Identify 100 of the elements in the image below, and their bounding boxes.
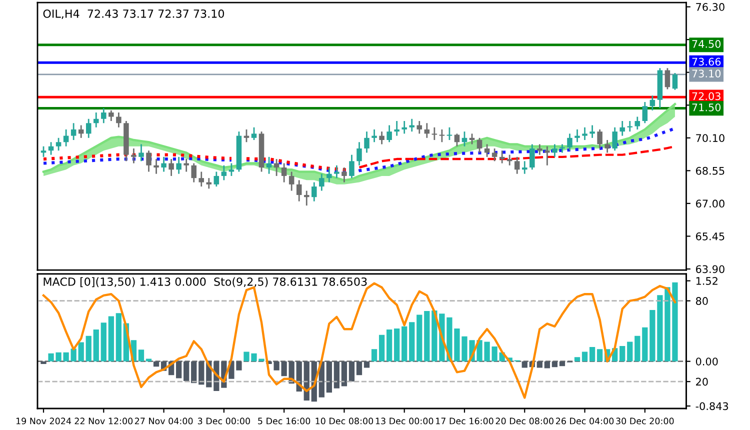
candlestick [131, 148, 136, 164]
candlestick [86, 118, 92, 139]
bar [348, 361, 355, 382]
bar [596, 349, 603, 362]
candlestick [101, 108, 106, 124]
candlestick [304, 190, 310, 206]
bar [559, 361, 566, 366]
x-tick-label: 27 Nov 04:00 [134, 418, 193, 424]
candlestick [416, 120, 422, 134]
candlestick [168, 158, 174, 177]
y-tick-label: 68.55 [696, 166, 724, 175]
bar [386, 330, 392, 362]
candlestick [379, 130, 384, 145]
bar [627, 342, 633, 362]
y-tick-label: 70.10 [696, 134, 724, 142]
bar [146, 358, 152, 362]
candlestick [63, 128, 69, 148]
candlestick [312, 182, 317, 202]
candlestick [409, 118, 414, 132]
bar [281, 361, 287, 376]
candlestick [108, 110, 114, 122]
x-tick-label: 30 Dec 20:00 [616, 418, 674, 424]
ref-line-label: 72.03 [692, 92, 720, 100]
x-tick-label: 5 Dec 16:00 [258, 418, 310, 424]
bar [70, 348, 76, 362]
candlestick [334, 164, 340, 179]
candlestick [342, 166, 347, 183]
candlestick [514, 156, 520, 175]
candlestick [446, 126, 452, 141]
bar [394, 328, 400, 362]
x-tick-label: 26 Dec 04:00 [556, 418, 614, 424]
candlestick [319, 173, 324, 192]
candlestick [664, 67, 670, 90]
candlestick [650, 94, 656, 112]
bar [93, 330, 99, 362]
candlestick [537, 144, 542, 156]
candlestick [462, 130, 468, 148]
ref-line-label: 73.66 [692, 58, 721, 66]
candlestick [590, 124, 595, 139]
candlestick [372, 128, 377, 143]
candlestick [281, 162, 287, 183]
y-tick-label: 65.45 [696, 232, 724, 240]
bar [100, 322, 106, 362]
x-tick-label: 19 Nov 2024 [16, 418, 72, 424]
candlestick [627, 120, 632, 132]
candlestick [364, 130, 370, 154]
candlestick [402, 120, 407, 134]
candlestick [356, 141, 362, 166]
bar [424, 311, 430, 362]
y-tick-label: 67.00 [696, 200, 724, 208]
bar [198, 361, 204, 385]
bar [634, 336, 640, 362]
bar [341, 361, 348, 386]
candlestick [266, 156, 272, 175]
candlestick [296, 179, 302, 202]
bar [522, 361, 528, 368]
candlestick [439, 128, 445, 143]
candlestick [154, 158, 159, 175]
bar [334, 361, 340, 388]
bar [356, 361, 362, 376]
candlestick [560, 144, 565, 154]
candlestick [116, 112, 122, 128]
candlestick [634, 116, 640, 130]
chart-title: MACD [0](13,50) 1.413 0.000 Sto(9,2,5) 78.6131 78.6503 [44, 277, 367, 288]
x-tick-label: 13 Dec 00:00 [376, 418, 434, 424]
candlestick [476, 137, 482, 154]
candlestick [56, 137, 62, 152]
candlestick [530, 144, 535, 170]
ref-line-label: 74.50 [692, 40, 721, 48]
ref-line-label: 71.50 [692, 103, 721, 112]
candlestick [642, 101, 648, 124]
x-tick-label: 20 Dec 08:00 [496, 418, 554, 424]
bar [402, 326, 408, 362]
bar [364, 361, 370, 368]
candlestick [274, 158, 280, 177]
candlestick [146, 150, 152, 172]
bar [326, 361, 332, 393]
bar [138, 350, 144, 362]
bar [574, 357, 580, 362]
bar [620, 346, 626, 362]
candlestick [672, 72, 678, 91]
candlestick [582, 126, 588, 141]
y2-tick-label: 80 [696, 297, 708, 305]
candlestick [567, 132, 572, 152]
candlestick [604, 139, 610, 154]
bar [184, 361, 190, 381]
bar [191, 361, 197, 384]
bar [40, 361, 46, 364]
candlestick [394, 120, 400, 136]
candlestick [484, 144, 490, 158]
bar [86, 336, 92, 362]
candlestick [78, 124, 84, 139]
ref-line-label: 73.10 [692, 70, 721, 78]
bar [78, 342, 84, 362]
x-tick-label: 10 Dec 08:00 [316, 418, 374, 424]
x-tick-label: 17 Dec 16:00 [436, 418, 494, 424]
candlestick [176, 156, 182, 175]
text: OIL,H4 72.43 73.17 72.37 73.10 [43, 9, 224, 19]
y-tick-label: 76.30 [696, 3, 724, 11]
bar [409, 322, 415, 362]
